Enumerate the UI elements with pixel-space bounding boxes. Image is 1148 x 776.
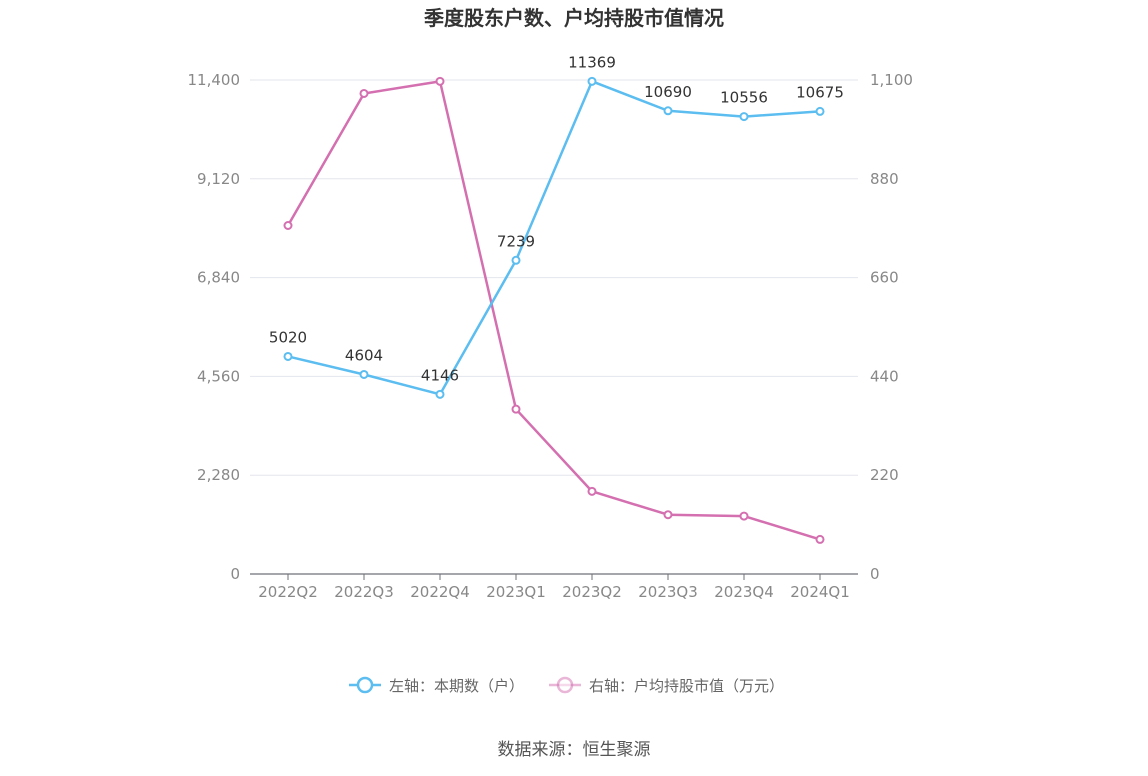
- left-tick-label: 2,280: [197, 466, 240, 484]
- data-point[interactable]: [739, 511, 749, 521]
- x-tick-label: 2023Q4: [714, 583, 774, 601]
- legend-item-left[interactable]: 左轴：本期数（户）: [349, 676, 524, 695]
- left-tick-label: 6,840: [197, 269, 240, 287]
- data-point[interactable]: [587, 486, 597, 496]
- series-line: [287, 80, 821, 396]
- data-label: 5020: [269, 328, 307, 346]
- data-point[interactable]: [435, 389, 445, 399]
- x-tick-label: 2023Q2: [562, 583, 622, 601]
- legend-item-right[interactable]: 右轴：户均持股市值（万元）: [549, 676, 784, 695]
- series-layer: 5020 4604 4146 7239 11369 10690 10556 10675: [269, 53, 844, 544]
- right-tick-label: 1,100: [870, 71, 913, 89]
- data-point[interactable]: [739, 112, 749, 122]
- right-tick-label: 440: [870, 367, 899, 385]
- data-point[interactable]: [511, 255, 521, 265]
- data-label: 11369: [568, 53, 616, 71]
- data-point[interactable]: [815, 106, 825, 116]
- data-label: 4146: [421, 366, 459, 384]
- data-label: 10690: [644, 83, 692, 101]
- series-line: [286, 80, 821, 541]
- x-axis: 2022Q2 2022Q3 2022Q4 2023Q1 2023Q2 2023Q3 2023…: [250, 573, 858, 601]
- right-tick-label: 660: [870, 269, 899, 287]
- legend-marker: [356, 676, 374, 694]
- data-point[interactable]: [359, 369, 369, 379]
- x-tick-label: 2024Q1: [790, 583, 850, 601]
- legend-label: 右轴：户均持股市值（万元）: [589, 677, 784, 695]
- right-axis: 0 220 440 660 880 1,100: [870, 71, 913, 583]
- data-point[interactable]: [663, 106, 673, 116]
- series-right: [283, 76, 825, 544]
- right-tick-label: 880: [870, 170, 899, 188]
- data-label: 10675: [796, 83, 844, 101]
- x-tick-label: 2022Q3: [334, 583, 394, 601]
- right-tick-label: 220: [870, 466, 899, 484]
- data-point[interactable]: [283, 351, 293, 361]
- legend[interactable]: 左轴：本期数（户） 右轴：户均持股市值（万元）: [349, 676, 784, 695]
- data-point[interactable]: [815, 534, 825, 544]
- series-left: 5020 4604 4146 7239 11369 10690 10556 10675: [269, 53, 844, 399]
- data-point[interactable]: [587, 76, 597, 86]
- data-point[interactable]: [435, 76, 445, 86]
- left-tick-label: 0: [230, 565, 240, 583]
- x-tick-label: 2022Q4: [410, 583, 470, 601]
- data-label: 4604: [345, 346, 383, 364]
- right-tick-label: 0: [870, 565, 880, 583]
- legend-label: 左轴：本期数（户）: [389, 677, 524, 695]
- data-point[interactable]: [283, 221, 293, 231]
- x-tick-label: 2023Q1: [486, 583, 546, 601]
- x-tick-label: 2023Q3: [638, 583, 698, 601]
- data-point[interactable]: [511, 404, 521, 414]
- left-tick-label: 9,120: [197, 170, 240, 188]
- left-tick-label: 11,400: [188, 71, 241, 89]
- grid: [250, 79, 858, 476]
- chart-title: 季度股东户数、户均持股市值情况: [423, 6, 724, 30]
- data-label: 10556: [720, 89, 768, 107]
- left-tick-label: 4,560: [197, 367, 240, 385]
- x-tick-label: 2022Q2: [258, 583, 318, 601]
- legend-marker: [556, 676, 574, 694]
- left-axis: 0 2,280 4,560 6,840 9,120 11,400: [188, 71, 241, 583]
- data-point[interactable]: [663, 510, 673, 520]
- data-label: 7239: [497, 232, 535, 250]
- data-point[interactable]: [359, 88, 369, 98]
- source-note: 数据来源：恒生聚源: [498, 740, 651, 760]
